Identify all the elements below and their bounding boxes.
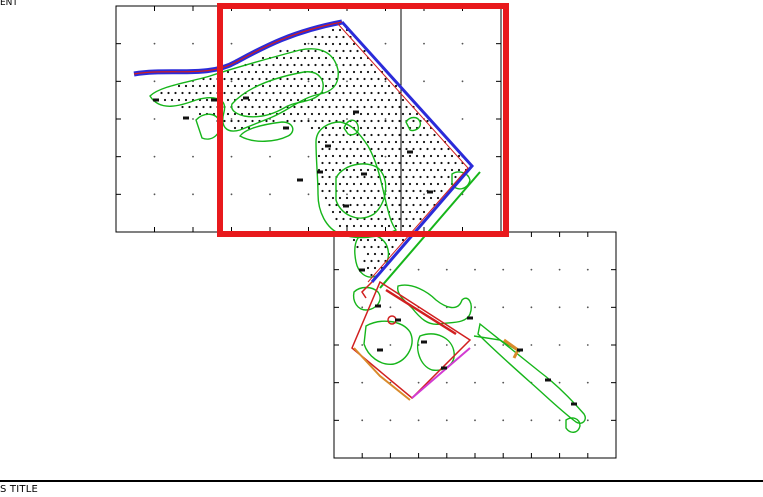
title-block-label: S TITLE	[0, 484, 38, 495]
building-marks	[153, 96, 577, 406]
title-strip	[0, 480, 763, 497]
access-road	[133, 19, 481, 299]
top-left-label: ENT	[0, 0, 18, 8]
map-viewport-frame[interactable]	[217, 3, 509, 237]
green-contours	[149, 48, 586, 433]
